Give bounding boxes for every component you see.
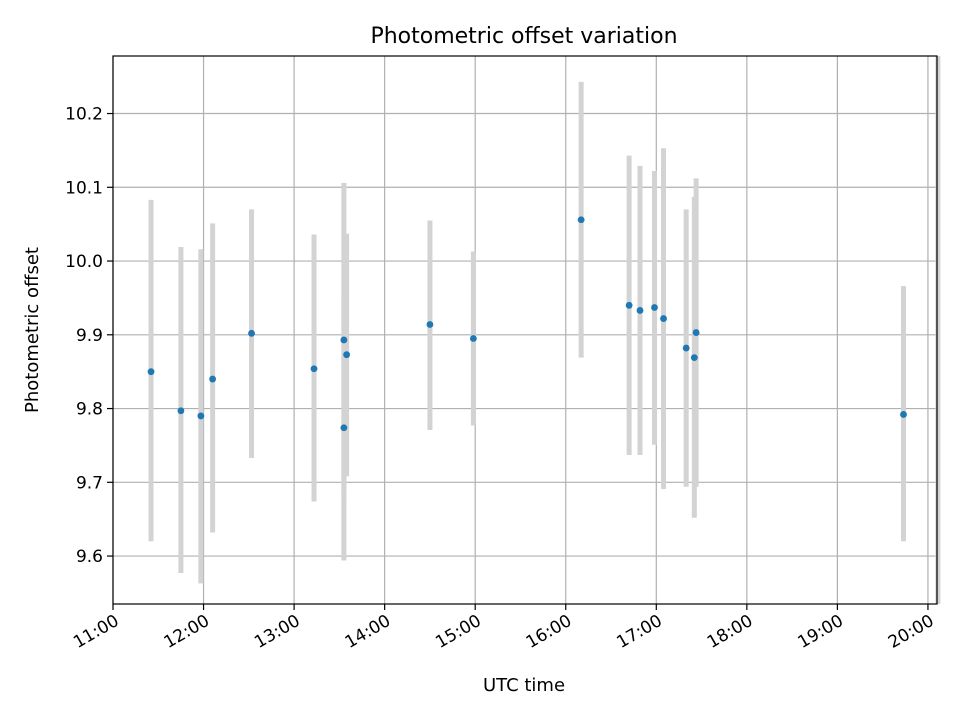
y-axis-title: Photometric offset — [22, 247, 43, 413]
data-point — [209, 375, 217, 383]
data-point — [469, 335, 477, 342]
data-point — [682, 344, 690, 352]
data-point — [625, 301, 633, 309]
chart-title: Photometric offset variation — [370, 24, 677, 49]
data-point — [900, 411, 907, 418]
data-point — [147, 368, 155, 376]
data-point — [197, 412, 205, 420]
grid — [112, 56, 937, 604]
y-tick-label: 9.8 — [76, 400, 103, 420]
data-point — [340, 424, 348, 432]
data-points — [147, 216, 907, 432]
x-axis-title: UTC time — [483, 675, 565, 696]
data-point — [660, 315, 667, 322]
data-point — [177, 407, 185, 415]
data-point — [636, 307, 644, 314]
data-point — [690, 354, 698, 362]
data-point — [340, 336, 348, 344]
data-point — [343, 351, 351, 359]
y-tick-label: 10.2 — [65, 105, 103, 125]
y-tick-label: 9.9 — [76, 326, 103, 346]
data-point — [310, 365, 318, 373]
y-axis-ticks: 9.6 9.7 9.8 9.9 10.0 10.1 10.2 — [65, 105, 113, 567]
y-tick-label: 10.1 — [65, 178, 103, 198]
data-point — [651, 304, 658, 311]
data-point — [577, 216, 585, 224]
y-tick-label: 9.7 — [76, 473, 103, 493]
y-tick-label: 9.6 — [76, 547, 103, 567]
data-point — [426, 321, 434, 328]
data-point — [692, 329, 700, 336]
y-tick-label: 10.0 — [65, 252, 103, 272]
data-point — [248, 329, 255, 337]
plot-frame — [112, 55, 938, 605]
